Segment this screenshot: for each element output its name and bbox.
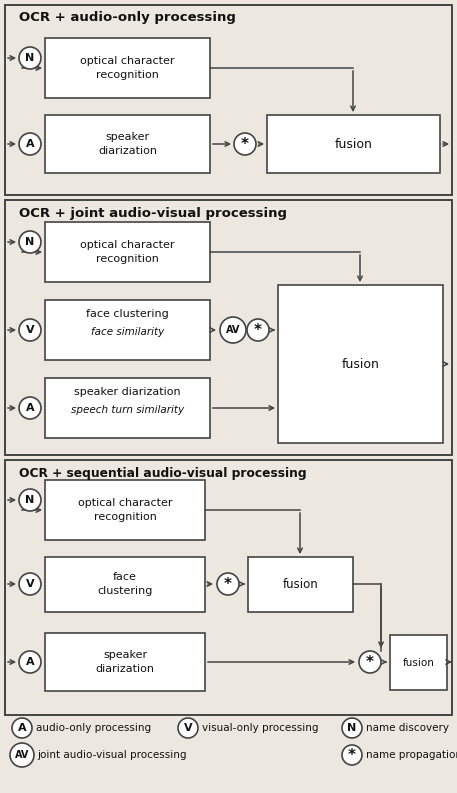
- Bar: [45, 633, 205, 691]
- Text: optical character
recognition: optical character recognition: [80, 240, 175, 264]
- Bar: [5, 460, 452, 715]
- Text: face clustering: face clustering: [86, 309, 169, 319]
- Bar: [5, 5, 452, 195]
- Text: fusion: fusion: [282, 578, 319, 591]
- Circle shape: [359, 651, 381, 673]
- Bar: [45, 300, 210, 360]
- Bar: [45, 115, 210, 173]
- Text: *: *: [241, 137, 249, 152]
- Text: name discovery: name discovery: [366, 723, 449, 733]
- Text: audio-only processing: audio-only processing: [36, 723, 151, 733]
- Text: N: N: [26, 495, 35, 505]
- Text: V: V: [26, 325, 34, 335]
- Text: fusion: fusion: [403, 657, 435, 668]
- Circle shape: [10, 743, 34, 767]
- Text: *: *: [348, 748, 356, 763]
- Text: V: V: [26, 579, 34, 589]
- Circle shape: [19, 489, 41, 511]
- Text: OCR + joint audio-visual processing: OCR + joint audio-visual processing: [19, 206, 287, 220]
- Circle shape: [217, 573, 239, 595]
- Bar: [5, 200, 452, 455]
- Text: *: *: [366, 655, 374, 670]
- Text: fusion: fusion: [341, 358, 379, 370]
- Text: OCR + sequential audio-visual processing: OCR + sequential audio-visual processing: [19, 466, 307, 480]
- Text: AV: AV: [226, 325, 240, 335]
- Text: face similarity: face similarity: [91, 327, 164, 337]
- Text: A: A: [18, 723, 27, 733]
- Circle shape: [178, 718, 198, 738]
- Bar: [278, 285, 443, 443]
- Circle shape: [19, 573, 41, 595]
- Bar: [267, 115, 440, 173]
- Text: speech turn similarity: speech turn similarity: [71, 405, 184, 415]
- Text: *: *: [224, 577, 232, 592]
- Text: name propagation: name propagation: [366, 750, 457, 760]
- Text: optical character
recognition: optical character recognition: [80, 56, 175, 80]
- Circle shape: [342, 718, 362, 738]
- Circle shape: [19, 651, 41, 673]
- Text: speaker
diarization: speaker diarization: [98, 132, 157, 156]
- Bar: [390, 635, 447, 690]
- Circle shape: [234, 133, 256, 155]
- Circle shape: [19, 397, 41, 419]
- Text: speaker
diarization: speaker diarization: [96, 650, 154, 674]
- Text: optical character
recognition: optical character recognition: [78, 498, 172, 522]
- Bar: [45, 38, 210, 98]
- Text: A: A: [26, 403, 34, 413]
- Text: joint audio-visual processing: joint audio-visual processing: [37, 750, 186, 760]
- Circle shape: [12, 718, 32, 738]
- Text: V: V: [184, 723, 192, 733]
- Text: N: N: [26, 53, 35, 63]
- Text: visual-only processing: visual-only processing: [202, 723, 319, 733]
- Circle shape: [247, 319, 269, 341]
- Text: AV: AV: [15, 750, 29, 760]
- Text: OCR + audio-only processing: OCR + audio-only processing: [19, 12, 236, 25]
- Text: N: N: [26, 237, 35, 247]
- Text: A: A: [26, 139, 34, 149]
- Circle shape: [19, 47, 41, 69]
- Circle shape: [19, 231, 41, 253]
- Text: *: *: [254, 323, 262, 338]
- Circle shape: [220, 317, 246, 343]
- Bar: [45, 378, 210, 438]
- Text: fusion: fusion: [335, 137, 372, 151]
- Circle shape: [19, 319, 41, 341]
- Text: speaker diarization: speaker diarization: [74, 387, 181, 397]
- Bar: [248, 557, 353, 612]
- Bar: [45, 222, 210, 282]
- Bar: [45, 480, 205, 540]
- Text: N: N: [347, 723, 356, 733]
- Text: face
clustering: face clustering: [97, 573, 153, 596]
- Bar: [45, 557, 205, 612]
- Circle shape: [19, 133, 41, 155]
- Text: A: A: [26, 657, 34, 667]
- Circle shape: [342, 745, 362, 765]
